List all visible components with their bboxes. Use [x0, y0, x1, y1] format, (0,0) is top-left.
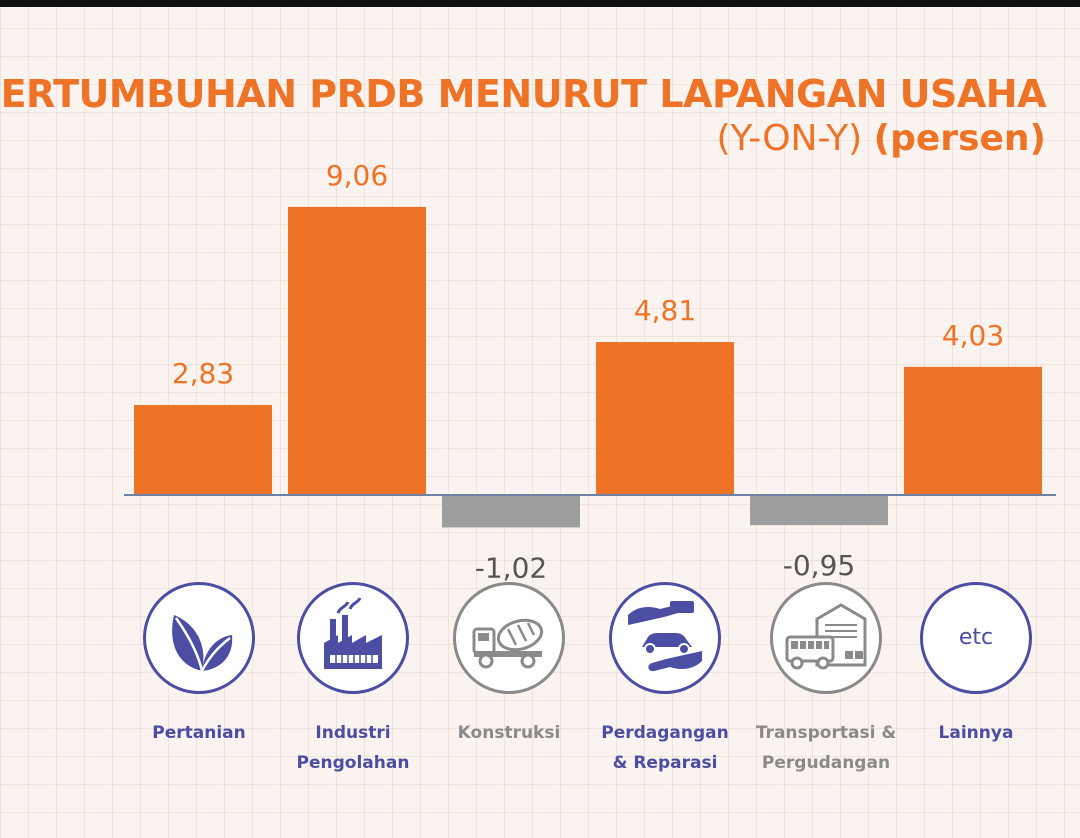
bar-transportasi-pergudangan — [750, 495, 888, 526]
chart-subtitle: (Y-ON-Y) (persen) — [716, 118, 1046, 159]
value-label-transportasi-pergudangan: -0,95 — [783, 549, 855, 582]
bus-warehouse-icon — [770, 582, 882, 694]
category-label-perdagangan: Perdagangan & Reparasi — [601, 723, 729, 773]
category-label-transportasi: Transportasi & Pergudangan — [755, 723, 897, 773]
factory-icon — [297, 582, 409, 694]
bar-industri-pengolahan — [288, 206, 426, 495]
subtitle-unit: (persen) — [873, 118, 1046, 159]
category-label-lainnya: Lainnya — [938, 723, 1014, 743]
bar-pertanian — [134, 405, 272, 495]
subtitle-yoy: (Y-ON-Y) — [716, 118, 863, 159]
category-label-konstruksi: Konstruksi — [457, 723, 561, 743]
bar-perdagangan-reparasi — [596, 342, 734, 495]
chart-title: PERTUMBUHAN PRDB MENURUT LAPANGAN USAHA — [0, 72, 1046, 116]
value-label-pertanian: 2,83 — [172, 357, 234, 390]
etc-text: etc — [958, 625, 994, 650]
category-label-industri: Industri Pengolahan — [296, 723, 410, 773]
leaf-icon — [143, 582, 255, 694]
etc-icon: etc — [920, 582, 1032, 694]
bar-chart: 2,83 9,06 -1,02 4,81 -0,95 4,03 — [124, 159, 1056, 584]
cement-truck-icon — [453, 582, 565, 694]
value-label-lainnya: 4,03 — [942, 319, 1004, 352]
value-label-industri-pengolahan: 9,06 — [326, 159, 388, 192]
bar-konstruksi — [442, 495, 580, 528]
value-label-perdagangan-reparasi: 4,81 — [634, 294, 696, 327]
category-label-pertanian: Pertanian — [152, 723, 246, 743]
top-border — [0, 0, 1080, 7]
hands-car-icon — [609, 582, 721, 694]
bar-lainnya — [904, 366, 1042, 495]
value-label-konstruksi: -1,02 — [475, 551, 547, 584]
